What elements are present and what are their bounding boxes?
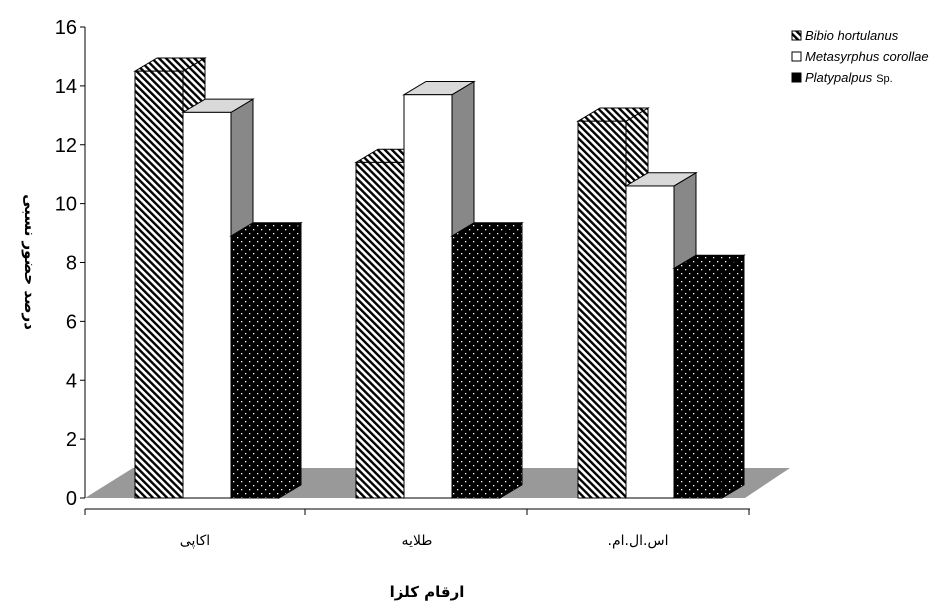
legend-swatch [791,30,802,41]
y-tick-label: 14 [55,76,77,98]
legend-swatch [791,72,802,83]
legend-label: Metasyrphus corollae [805,49,929,64]
y-tick-label: 0 [66,488,77,510]
bar-front [355,161,405,499]
bar [672,254,746,499]
y-tick-label: 12 [55,135,77,157]
legend-label: Platypalpus Sp. [805,70,893,85]
y-axis-title: درصد حضور نسبی [21,194,39,330]
bar-front [451,235,501,499]
x-axis-title: ارقام کلزا [390,583,465,601]
bar [450,221,524,499]
bar-front [403,94,453,499]
legend-item: Bibio hortulanus [791,28,899,43]
bar-front [673,267,723,499]
legend-label-suffix: Sp. [876,73,893,85]
bar [229,221,303,499]
x-tick-label: اس.ال.ام. [608,533,669,549]
legend-label: Bibio hortulanus [805,28,899,43]
x-tick-label: طلایه [402,533,433,549]
bar-front [182,111,232,499]
bar-side [499,221,523,499]
x-tick-label: اکاپی [180,533,210,549]
bar-front [134,70,184,499]
y-tick-label: 8 [66,253,77,275]
bar-side [721,254,745,499]
legend-swatch [791,51,802,62]
y-tick-label: 4 [66,370,77,392]
legend-item: Metasyrphus corollae [791,49,929,64]
bar-front [625,185,675,499]
bar-front [577,120,627,499]
y-tick-label: 10 [55,194,77,216]
y-tick-label: 16 [55,17,77,39]
y-tick-label: 6 [66,311,77,333]
y-tick-label: 2 [66,429,77,451]
bar-front [230,235,280,499]
bar-side [278,221,302,499]
legend-item: Platypalpus Sp. [791,70,893,85]
